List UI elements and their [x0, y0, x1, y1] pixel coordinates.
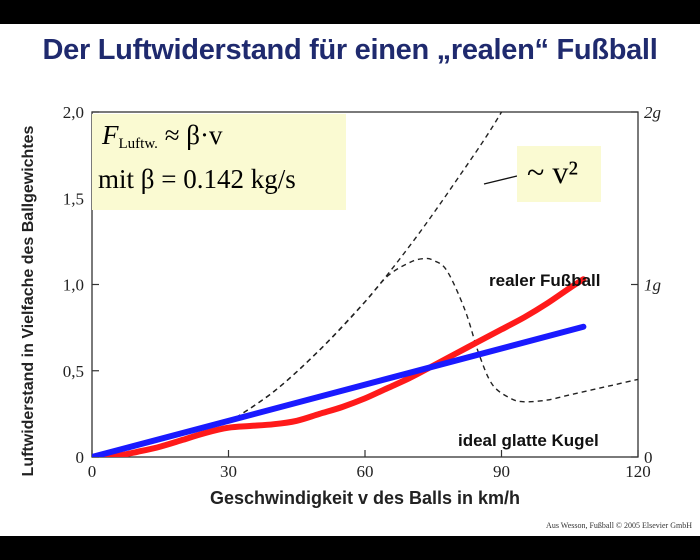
slide-title: Der Luftwiderstand für einen „realen“ Fu…: [42, 34, 658, 66]
y-tick-label: 1,5: [63, 189, 84, 208]
v-squared-label: ~ v²: [527, 154, 578, 190]
annotation-real-ball: realer Fußball: [489, 271, 600, 290]
series-line-2: [228, 112, 503, 424]
v-squared-box: ~ v²: [517, 146, 601, 202]
series-layer: [92, 112, 638, 457]
y-tick-label: 1,0: [63, 276, 84, 295]
y-tick-label: 2,0: [63, 103, 84, 122]
right-tick-label: 2g: [644, 103, 661, 122]
formula-force-subscript: Luftw.: [118, 136, 158, 152]
series-line-3: [228, 257, 638, 424]
v-squared-pointer: [483, 175, 518, 185]
slide: Der Luftwiderstand für einen „realen“ Fu…: [0, 24, 700, 536]
formula-line-1: FLuftw. ≈ β·v: [102, 120, 222, 153]
formula-proportional: ≈ β·v: [157, 120, 223, 150]
series-line-1: [92, 323, 587, 457]
x-tick-label: 30: [220, 462, 237, 481]
series-line-0: [92, 276, 587, 457]
y-tick-label: 0: [76, 448, 85, 467]
x-tick-label: 0: [88, 462, 97, 481]
formula-box: FLuftw. ≈ β·v mit β = 0.142 kg/s: [92, 114, 346, 210]
source-credit: Aus Wesson, Fußball © 2005 Elsevier GmbH: [546, 521, 692, 530]
y-axis-label: Luftwiderstand in Vielfache des Ballgewi…: [20, 125, 37, 477]
x-tick-label: 90: [493, 462, 510, 481]
formula-line-2: mit β = 0.142 kg/s: [98, 164, 296, 194]
annotations: realer Fußball ideal glatte Kugel: [458, 175, 600, 450]
x-tick-label: 60: [357, 462, 374, 481]
right-tick-label: 0: [644, 448, 653, 467]
annotation-smooth-sphere: ideal glatte Kugel: [458, 431, 599, 450]
x-axis-label: Geschwindigkeit v des Balls in km/h: [209, 488, 521, 508]
right-tick-label: 1g: [644, 276, 661, 295]
y-tick-label: 0,5: [63, 362, 84, 381]
formula-force-symbol: F: [102, 120, 119, 150]
x-tick-label: 120: [625, 462, 651, 481]
